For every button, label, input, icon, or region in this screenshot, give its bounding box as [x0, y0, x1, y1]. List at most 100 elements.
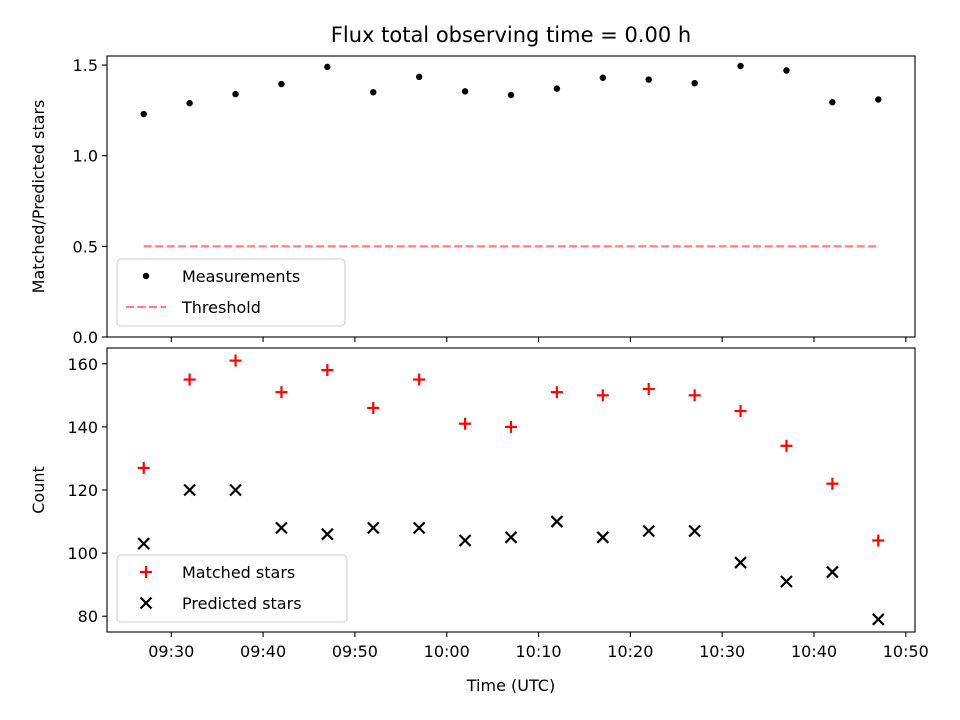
- data-point: [413, 373, 426, 386]
- x-bar: [139, 596, 153, 610]
- data-point: [599, 74, 607, 81]
- data-point: [229, 483, 242, 497]
- data-point: [783, 67, 790, 74]
- figure-title: Flux total observing time = 0.00 h: [331, 23, 691, 47]
- x-bar: [688, 524, 701, 538]
- data-point: [459, 417, 472, 430]
- data-point: [642, 383, 655, 396]
- x-bar: [871, 613, 885, 626]
- data-point: [645, 76, 652, 83]
- x-bar: [734, 556, 747, 569]
- data-point: [458, 534, 472, 547]
- legend-box: [116, 258, 346, 327]
- data-point: [737, 62, 744, 70]
- data-point: [321, 364, 334, 377]
- y-tick-label: 120: [67, 481, 98, 500]
- x-tick-label: 09:50: [332, 642, 378, 661]
- x-tick-label: 09:30: [148, 642, 194, 661]
- legend-label: Measurements: [182, 267, 300, 286]
- data-point: [412, 521, 426, 535]
- data-point: [875, 96, 882, 103]
- x-bar: [826, 565, 839, 579]
- data-point: [596, 531, 610, 544]
- x-tick-label: 10:10: [515, 642, 561, 661]
- x-bar: [642, 524, 656, 538]
- x-bar: [137, 537, 151, 550]
- data-point: [324, 63, 331, 71]
- data-point: [366, 521, 380, 535]
- y-tick-label: 160: [67, 355, 98, 374]
- axes-frame: [106, 55, 916, 338]
- x-tick-label: 10:40: [791, 642, 837, 661]
- data-point: [734, 405, 747, 418]
- data-point: [367, 401, 380, 414]
- data-point: [183, 373, 196, 386]
- y-tick-label: 0.5: [73, 237, 98, 256]
- data-point: [688, 524, 701, 538]
- x-bar: [275, 521, 288, 535]
- y-tick-label: 1.0: [73, 147, 98, 166]
- data-point: [829, 99, 836, 106]
- x-bar: [229, 483, 242, 497]
- x-tick-label: 10:00: [424, 642, 470, 661]
- series-matched-stars: [137, 354, 885, 547]
- x-bar: [412, 521, 426, 535]
- legend-marker: [142, 272, 150, 280]
- legend-marker: [140, 566, 152, 578]
- data-point: [553, 85, 561, 92]
- data-point: [872, 534, 885, 547]
- legend: Measurements Threshold: [116, 258, 346, 327]
- x-bar: [458, 534, 472, 547]
- data-point: [871, 613, 885, 626]
- data-point: [505, 420, 517, 433]
- data-point: [137, 461, 150, 474]
- x-bar: [366, 521, 380, 535]
- x-tick-label: 10:20: [607, 642, 653, 661]
- series-measurements: [140, 62, 882, 118]
- legend-label: Matched stars: [182, 563, 295, 582]
- y-tick-label: 0.0: [73, 328, 98, 347]
- data-point: [275, 521, 288, 535]
- series-predicted-stars: [137, 483, 885, 626]
- data-point: [183, 483, 196, 497]
- data-point: [278, 80, 285, 88]
- data-point: [504, 531, 518, 544]
- x-bar: [596, 531, 610, 544]
- data-point: [370, 89, 377, 96]
- data-point: [507, 91, 515, 99]
- data-point: [688, 389, 701, 402]
- x-bar: [183, 483, 196, 497]
- x-bar: [321, 527, 334, 541]
- data-point: [780, 575, 793, 588]
- data-point: [461, 88, 469, 95]
- data-point: [826, 477, 839, 490]
- data-point: [642, 524, 656, 538]
- legend-box: [116, 554, 348, 623]
- x-tick-label: 09:40: [240, 642, 286, 661]
- x-bar: [550, 515, 564, 528]
- y-tick-label: 140: [67, 418, 98, 437]
- data-point: [691, 79, 698, 87]
- y-tick-label: 100: [67, 544, 98, 563]
- data-point: [137, 537, 151, 550]
- data-point: [550, 515, 564, 528]
- legend: Matched stars Predicted stars: [116, 554, 348, 623]
- y-tick-label: 1.5: [73, 56, 98, 75]
- top-panel: 0.0 0.5 1.0 1.5 Matched/Predicted stars Measu…: [29, 55, 916, 347]
- y-tick-label: 80: [78, 607, 98, 626]
- y-axis-label: Matched/Predicted stars: [29, 100, 48, 294]
- x-bar: [780, 575, 793, 588]
- legend-label: Threshold: [181, 298, 261, 317]
- legend-label: Predicted stars: [182, 594, 302, 613]
- x-bar: [504, 531, 518, 544]
- data-point: [780, 439, 793, 452]
- x-axis-label: Time (UTC): [466, 676, 555, 695]
- x-tick-label: 10:50: [883, 642, 929, 661]
- data-point: [826, 565, 839, 579]
- data-point: [321, 527, 334, 541]
- data-point: [275, 386, 288, 399]
- x-tick-label: 10:30: [699, 642, 745, 661]
- data-point: [734, 556, 747, 569]
- data-point: [186, 99, 193, 107]
